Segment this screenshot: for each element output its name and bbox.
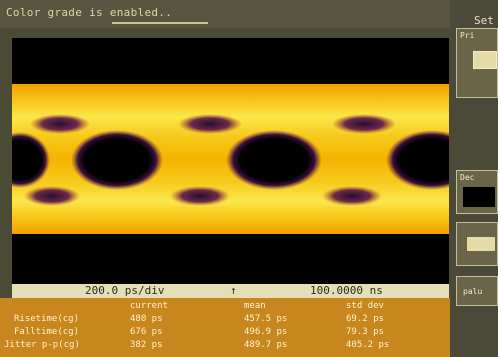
side-button-value-box <box>463 187 495 207</box>
measurement-row-falltime: Falltime(cg) 676 ps 496.9 ps 79.3 ps <box>0 327 450 339</box>
crossover-upper-2 <box>178 114 242 134</box>
status-underline <box>112 22 208 24</box>
crossover-lower-3 <box>322 186 382 206</box>
trigger-marker: ↑ <box>230 284 237 297</box>
row-std-dev: 79.3 ps <box>346 327 384 337</box>
measurement-row-jitter: Jitter p-p(cg) 382 ps 489.7 ps 405.2 ps <box>0 340 450 352</box>
crossover-lower-1 <box>24 186 80 206</box>
row-mean: 489.7 ps <box>244 340 288 350</box>
header-std-dev: std dev <box>346 301 384 311</box>
waveform-display[interactable] <box>12 38 449 284</box>
timebase-scale: 200.0 ps/div <box>85 284 165 297</box>
eye-diagram <box>12 114 449 206</box>
eye-opening-3 <box>386 130 449 190</box>
side-button-label: Pri <box>460 31 475 40</box>
eye-opening-0 <box>12 132 50 188</box>
row-label: Risetime(cg) <box>14 314 80 324</box>
crossover-upper-1 <box>30 114 90 134</box>
row-mean: 457.5 ps <box>244 314 288 324</box>
row-std-dev: 405.2 ps <box>346 340 390 350</box>
row-current: 480 ps <box>130 314 163 324</box>
side-button-indicator <box>467 237 495 251</box>
eye-opening-1 <box>71 130 163 190</box>
row-label: Falltime(cg) <box>14 327 80 337</box>
row-std-dev: 69.2 ps <box>346 314 384 324</box>
side-button-mode[interactable] <box>456 222 498 266</box>
row-current: 382 ps <box>130 340 163 350</box>
timebase-bar: 200.0 ps/div ↑ 100.0000 ns <box>12 284 449 298</box>
row-label: Jitter p-p(cg) <box>4 340 80 350</box>
measurement-panel: current mean std dev Risetime(cg) 480 ps… <box>0 298 450 357</box>
side-button-indicator <box>473 51 497 69</box>
status-message: Color grade is enabled.. <box>6 6 173 19</box>
side-button-label: Dec <box>460 173 475 182</box>
eye-opening-2 <box>226 130 322 190</box>
crossover-upper-3 <box>332 114 396 134</box>
row-mean: 496.9 ps <box>244 327 288 337</box>
header-mean: mean <box>244 301 266 311</box>
row-current: 676 ps <box>130 327 163 337</box>
crossover-lower-2 <box>170 186 230 206</box>
side-button-palette[interactable]: palu <box>456 276 498 306</box>
header-current: current <box>130 301 168 311</box>
side-button-decay[interactable]: Dec <box>456 170 498 214</box>
status-bar: Color grade is enabled.. <box>0 0 450 28</box>
measurement-row-risetime: Risetime(cg) 480 ps 457.5 ps 69.2 ps <box>0 314 450 326</box>
measurement-header-row: current mean std dev <box>0 301 450 313</box>
timebase-position: 100.0000 ns <box>310 284 383 297</box>
side-button-primary[interactable]: Pri <box>456 28 498 98</box>
side-button-label: palu <box>463 287 483 296</box>
side-menu-title: Set <box>474 14 494 27</box>
